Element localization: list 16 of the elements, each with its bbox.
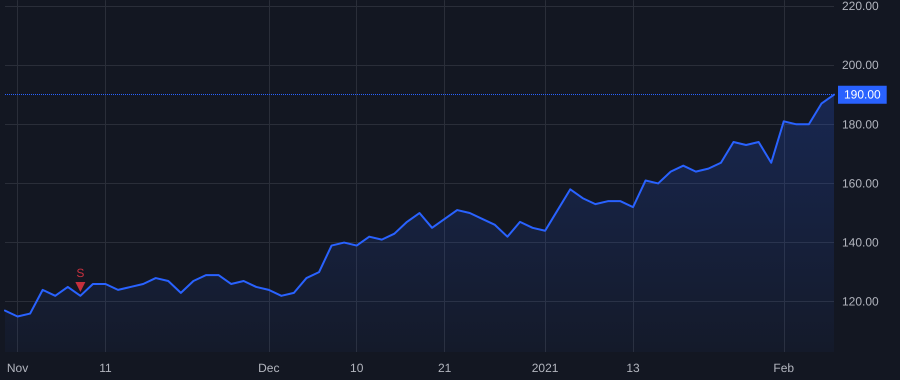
- y-tick-label: 200.00: [842, 58, 880, 72]
- y-tick-label: 120.00: [842, 294, 880, 309]
- x-tick-label: Nov: [6, 361, 28, 375]
- x-tick-label: Feb: [773, 361, 794, 375]
- data-label: S: [76, 266, 84, 280]
- x-tick-label: 13: [626, 361, 640, 375]
- x-tick-label: 21: [438, 361, 452, 375]
- y-tick-label: 160.00: [842, 176, 880, 190]
- y-tick-label: 220.00: [842, 0, 880, 13]
- x-tick-label: 2021: [532, 361, 559, 375]
- x-tick-label: 11: [99, 361, 112, 375]
- y-tick-label: 180.00: [842, 117, 880, 132]
- y-tick-label: 140.00: [842, 236, 880, 250]
- x-tick-label: Dec: [258, 361, 280, 375]
- x-tick-label: 10: [350, 361, 364, 375]
- ref-line-label: 190.00: [844, 88, 882, 102]
